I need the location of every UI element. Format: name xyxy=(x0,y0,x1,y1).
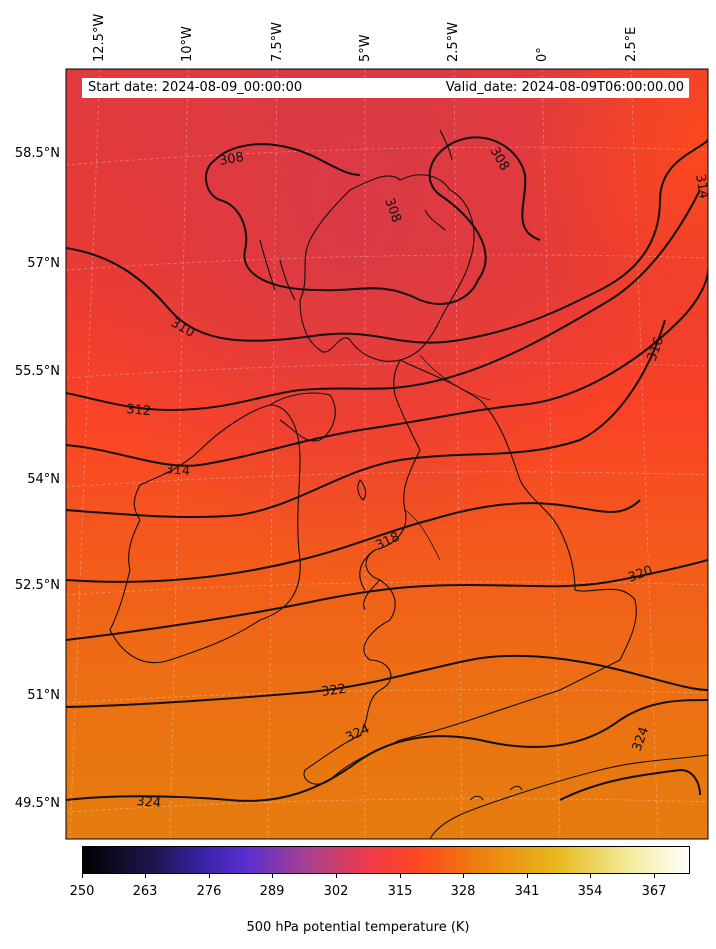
colorbar-tick xyxy=(209,874,210,878)
contour-label: 322 xyxy=(320,682,347,700)
date-box: Start date: 2024-08-09_00:00:00 Valid_da… xyxy=(82,78,689,98)
colorbar-tick-label: 263 xyxy=(132,884,158,899)
colorbar-tick xyxy=(463,874,464,878)
colorbar-tick xyxy=(336,874,337,878)
colorbar-tick-label: 328 xyxy=(450,884,476,899)
colorbar-tick xyxy=(400,874,401,878)
colorbar-tick xyxy=(654,874,655,878)
lon-label: 5°W xyxy=(358,34,373,62)
colorbar-tick-label: 367 xyxy=(641,884,667,899)
colorbar-tick-label: 341 xyxy=(514,884,540,899)
colorbar-tick-label: 250 xyxy=(69,884,95,899)
coast-channel-isles xyxy=(469,785,523,801)
coast-england-wales xyxy=(303,359,637,785)
colorbar-tick-label: 354 xyxy=(577,884,603,899)
contour-label: 324 xyxy=(136,794,162,811)
lon-label: 12.5°W xyxy=(92,13,107,62)
lat-label: 54°N xyxy=(27,472,60,487)
contour-322 xyxy=(66,654,708,708)
contour-324 xyxy=(66,699,708,802)
lat-label: 52.5°N xyxy=(14,578,60,593)
coast-hebrides xyxy=(259,239,296,301)
contour-label: 314 xyxy=(692,173,711,200)
contour-310 xyxy=(66,139,708,344)
colorbar-tick xyxy=(527,874,528,878)
lat-label: 49.5°N xyxy=(14,796,60,811)
contour-label: 308 xyxy=(218,150,245,169)
coastlines xyxy=(109,129,708,839)
field-warm-edge xyxy=(66,69,708,839)
contour-320 xyxy=(66,559,708,641)
borders xyxy=(404,354,491,561)
valid-date: Valid_date: 2024-08-09T06:00:00.00 xyxy=(445,80,684,95)
colorbar xyxy=(82,846,690,874)
lon-label: 2.5°W xyxy=(446,21,461,62)
colorbar-tick xyxy=(590,874,591,878)
colorbar-tick-label: 289 xyxy=(259,884,285,899)
contour-308 xyxy=(205,136,541,305)
lon-label: 2.5°E xyxy=(624,26,639,62)
lat-label: 57°N xyxy=(27,256,60,271)
coast-northern-ireland xyxy=(269,392,336,442)
contour-324-b xyxy=(559,768,701,801)
contour-308-b xyxy=(214,143,361,176)
graticule xyxy=(66,69,708,839)
lon-label: 7.5°W xyxy=(270,21,285,62)
coast-wales-west xyxy=(359,549,381,611)
lat-label: 58.5°N xyxy=(14,146,60,161)
lon-label: 0° xyxy=(535,47,550,62)
start-date: Start date: 2024-08-09_00:00:00 xyxy=(88,80,303,95)
contour-314 xyxy=(66,269,708,467)
contour-312 xyxy=(66,189,701,412)
colorbar-title: 500 hPa potential temperature (K) xyxy=(246,920,470,935)
coast-scotland xyxy=(299,174,475,362)
colorbar-tick xyxy=(272,874,273,878)
contour-label: 314 xyxy=(165,462,191,479)
isentrope-contours xyxy=(66,136,708,802)
colorbar-tick xyxy=(145,874,146,878)
coast-shetland-orkney xyxy=(424,129,453,231)
lat-label: 55.5°N xyxy=(14,364,60,379)
contour-label: 312 xyxy=(126,402,152,419)
coast-ireland xyxy=(109,404,301,664)
coast-isle-of-man xyxy=(357,479,367,501)
contour-318 xyxy=(66,499,641,583)
colorbar-tick-label: 302 xyxy=(323,884,349,899)
lon-label: 10°W xyxy=(180,26,195,62)
colorbar-tick-label: 276 xyxy=(196,884,222,899)
contour-316 xyxy=(66,319,666,519)
coast-france xyxy=(429,754,708,839)
colorbar-gradient xyxy=(82,846,690,874)
map-frame xyxy=(65,68,709,840)
colorbar-tick xyxy=(82,874,83,878)
lat-label: 51°N xyxy=(27,688,60,703)
colorbar-tick-label: 315 xyxy=(387,884,413,899)
